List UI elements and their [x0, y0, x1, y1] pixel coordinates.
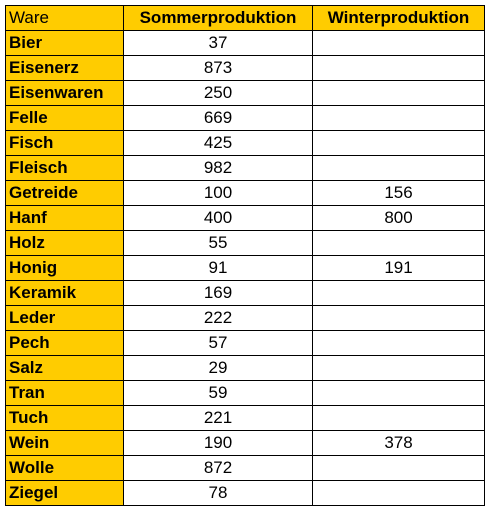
table-row: Hanf 400 800 — [5, 205, 485, 231]
table-row: Pech 57 — [5, 330, 485, 356]
ware-cell: Ziegel — [5, 480, 124, 506]
sommerproduktion-cell: 29 — [123, 355, 313, 381]
sommerproduktion-cell: 78 — [123, 480, 313, 506]
winterproduktion-cell — [312, 455, 485, 481]
sommerproduktion-cell: 873 — [123, 55, 313, 81]
ware-cell: Hanf — [5, 205, 124, 231]
winterproduktion-cell: 191 — [312, 255, 485, 281]
sommerproduktion-cell: 221 — [123, 405, 313, 431]
table-row: Tran 59 — [5, 380, 485, 406]
ware-cell: Tuch — [5, 405, 124, 431]
table-row: Fisch 425 — [5, 130, 485, 156]
ware-cell: Pech — [5, 330, 124, 356]
ware-cell: Salz — [5, 355, 124, 381]
winterproduktion-cell: 800 — [312, 205, 485, 231]
sommerproduktion-cell: 91 — [123, 255, 313, 281]
sommerproduktion-cell: 425 — [123, 130, 313, 156]
sommerproduktion-cell: 400 — [123, 205, 313, 231]
sommerproduktion-cell: 872 — [123, 455, 313, 481]
sommerproduktion-cell: 57 — [123, 330, 313, 356]
ware-cell: Keramik — [5, 280, 124, 306]
ware-cell: Leder — [5, 305, 124, 331]
ware-cell: Fleisch — [5, 155, 124, 181]
sommerproduktion-cell: 37 — [123, 30, 313, 56]
header-ware: Ware — [5, 5, 124, 31]
winterproduktion-cell — [312, 30, 485, 56]
table-row: Salz 29 — [5, 355, 485, 381]
ware-cell: Tran — [5, 380, 124, 406]
winterproduktion-cell — [312, 405, 485, 431]
sommerproduktion-cell: 669 — [123, 105, 313, 131]
winterproduktion-cell — [312, 155, 485, 181]
winterproduktion-cell — [312, 230, 485, 256]
table-row: Honig 91 191 — [5, 255, 485, 281]
sommerproduktion-cell: 250 — [123, 80, 313, 106]
winterproduktion-cell — [312, 280, 485, 306]
table-row: Keramik 169 — [5, 280, 485, 306]
table-row: Eisenerz 873 — [5, 55, 485, 81]
table-row: Getreide 100 156 — [5, 180, 485, 206]
sommerproduktion-cell: 982 — [123, 155, 313, 181]
ware-cell: Bier — [5, 30, 124, 56]
ware-cell: Wein — [5, 430, 124, 456]
ware-cell: Getreide — [5, 180, 124, 206]
header-row: Ware Sommerproduktion Winterproduktion — [5, 5, 485, 31]
table-row: Wein 190 378 — [5, 430, 485, 456]
sommerproduktion-cell: 169 — [123, 280, 313, 306]
winterproduktion-cell — [312, 330, 485, 356]
ware-cell: Wolle — [5, 455, 124, 481]
winterproduktion-cell — [312, 380, 485, 406]
table-row: Wolle 872 — [5, 455, 485, 481]
winterproduktion-cell — [312, 55, 485, 81]
table-row: Felle 669 — [5, 105, 485, 131]
winterproduktion-cell — [312, 355, 485, 381]
table-row: Eisenwaren 250 — [5, 80, 485, 106]
ware-cell: Fisch — [5, 130, 124, 156]
winterproduktion-cell — [312, 80, 485, 106]
sommerproduktion-cell: 55 — [123, 230, 313, 256]
table-row: Bier 37 — [5, 30, 485, 56]
ware-cell: Eisenwaren — [5, 80, 124, 106]
ware-cell: Eisenerz — [5, 55, 124, 81]
ware-cell: Holz — [5, 230, 124, 256]
table-row: Fleisch 982 — [5, 155, 485, 181]
winterproduktion-cell — [312, 105, 485, 131]
sommerproduktion-cell: 59 — [123, 380, 313, 406]
winterproduktion-cell — [312, 130, 485, 156]
sommerproduktion-cell: 222 — [123, 305, 313, 331]
sommerproduktion-cell: 100 — [123, 180, 313, 206]
header-winterproduktion: Winterproduktion — [312, 5, 485, 31]
header-sommerproduktion: Sommerproduktion — [123, 5, 313, 31]
production-table: Ware Sommerproduktion Winterproduktion B… — [5, 5, 485, 506]
winterproduktion-cell — [312, 480, 485, 506]
winterproduktion-cell: 378 — [312, 430, 485, 456]
winterproduktion-cell — [312, 305, 485, 331]
ware-cell: Honig — [5, 255, 124, 281]
table-row: Ziegel 78 — [5, 480, 485, 506]
table-row: Holz 55 — [5, 230, 485, 256]
ware-cell: Felle — [5, 105, 124, 131]
table-row: Tuch 221 — [5, 405, 485, 431]
sommerproduktion-cell: 190 — [123, 430, 313, 456]
table-row: Leder 222 — [5, 305, 485, 331]
winterproduktion-cell: 156 — [312, 180, 485, 206]
